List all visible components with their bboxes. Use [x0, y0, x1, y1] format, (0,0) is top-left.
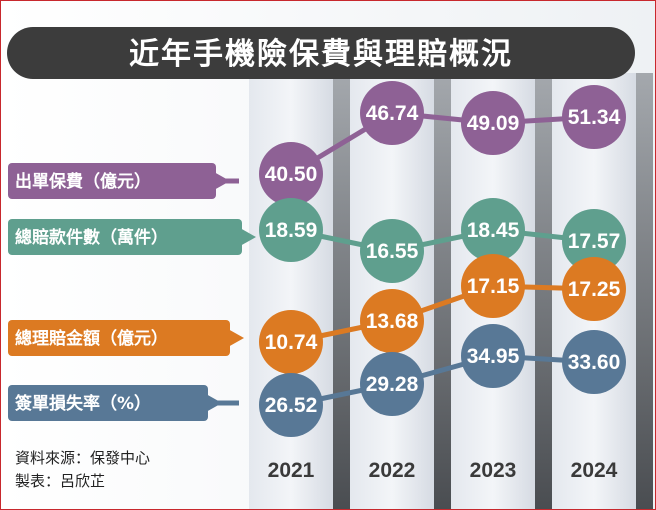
series-labels: 出單保費（億元） 總賠款件數（萬件） 總理賠金額（億元） 簽單損失率（%） — [8, 163, 256, 421]
series-label-arrow-icon — [240, 228, 256, 246]
series-name: 總理賠金額（億元） — [15, 328, 168, 349]
data-label: 13.68 — [366, 310, 419, 333]
data-label: 26.52 — [265, 394, 318, 417]
series-label-claims_amount: 總理賠金額（億元） — [8, 320, 244, 356]
column-divider — [333, 73, 350, 509]
data-marker — [259, 142, 323, 206]
year-column-2021 — [249, 73, 333, 509]
data-label: 17.25 — [568, 278, 621, 301]
data-label: 17.15 — [467, 275, 520, 298]
year-label: 2022 — [369, 459, 416, 482]
data-marker — [461, 91, 525, 155]
series-label-arrow-icon — [206, 394, 222, 412]
data-label: 49.09 — [467, 112, 520, 135]
data-point-loss_ratio-2021: 26.52 — [259, 373, 323, 437]
data-point-premium-2022: 46.74 — [360, 81, 424, 145]
data-label: 51.34 — [568, 106, 621, 129]
data-point-claims_count-2021: 18.59 — [259, 198, 323, 262]
data-label: 16.55 — [366, 240, 419, 263]
data-marker — [461, 198, 525, 262]
series-line-claims_amount — [290, 283, 595, 345]
title-bar: 近年手機險保費與理賠概況 — [7, 27, 635, 79]
series-label-arrow-icon — [214, 172, 230, 190]
data-point-claims_amount-2023: 17.15 — [461, 254, 525, 318]
title-background — [7, 27, 635, 79]
data-marker — [360, 352, 424, 416]
year-label: 2023 — [470, 459, 517, 482]
series-name: 簽單損失率（%） — [15, 393, 151, 414]
data-marker — [259, 373, 323, 437]
series-label-box — [8, 320, 230, 356]
data-marker — [562, 85, 626, 149]
data-point-loss_ratio-2023: 34.95 — [461, 324, 525, 388]
series-lines — [289, 110, 595, 408]
series-name: 總賠款件數（萬件） — [15, 227, 168, 248]
data-label: 34.95 — [467, 345, 520, 368]
year-label: 2024 — [571, 459, 618, 482]
data-label: 17.57 — [568, 230, 621, 253]
data-point-claims_amount-2021: 10.74 — [259, 310, 323, 374]
year-label: 2021 — [268, 459, 315, 482]
series-label-premium: 出單保費（億元） — [8, 163, 239, 199]
chart-title: 近年手機險保費與理賠概況 — [129, 37, 513, 72]
data-marker — [360, 81, 424, 145]
series-name: 出單保費（億元） — [15, 171, 151, 192]
series-label-arrow-icon — [228, 329, 244, 347]
data-point-premium-2023: 49.09 — [461, 91, 525, 155]
column-divider — [434, 73, 451, 509]
data-label: 10.74 — [265, 331, 318, 354]
series-label-box — [8, 163, 216, 199]
data-point-claims_amount-2022: 13.68 — [360, 289, 424, 353]
data-point-claims_amount-2024: 17.25 — [562, 257, 626, 321]
column-divider — [535, 73, 552, 509]
series-label-loss_ratio: 簽單損失率（%） — [8, 385, 239, 421]
data-marker — [562, 209, 626, 273]
data-label: 18.59 — [265, 219, 318, 242]
data-label: 40.50 — [265, 163, 318, 186]
series-line-claims_count — [290, 227, 595, 254]
series-label-box — [8, 385, 208, 421]
data-point-loss_ratio-2024: 33.60 — [562, 330, 626, 394]
data-label: 29.28 — [366, 373, 419, 396]
data-marker — [461, 254, 525, 318]
series-label-box — [8, 219, 242, 255]
data-marker — [360, 219, 424, 283]
data-label: 18.45 — [467, 219, 520, 242]
data-label: 46.74 — [366, 102, 419, 125]
series-line-premium — [289, 110, 595, 177]
source-note: 資料來源：保發中心 — [15, 449, 150, 467]
data-label: 33.60 — [568, 351, 621, 374]
data-marker — [360, 289, 424, 353]
data-marker — [562, 257, 626, 321]
series-line-loss_ratio — [290, 353, 595, 408]
data-point-claims_count-2024: 17.57 — [562, 209, 626, 273]
data-marker — [562, 330, 626, 394]
data-marker — [461, 324, 525, 388]
series-label-claims_count: 總賠款件數（萬件） — [8, 219, 256, 255]
data-point-premium-2024: 51.34 — [562, 85, 626, 149]
maker-note: 製表：呂欣芷 — [15, 472, 105, 490]
data-point-claims_count-2022: 16.55 — [360, 219, 424, 283]
data-marker — [259, 198, 323, 262]
data-point-premium-2021: 40.50 — [259, 142, 323, 206]
data-point-loss_ratio-2022: 29.28 — [360, 352, 424, 416]
column-divider — [636, 73, 653, 509]
data-point-claims_count-2023: 18.45 — [461, 198, 525, 262]
data-markers: 40.50 46.74 49.09 51.34 18.59 16.55 18.45 17.57… — [259, 81, 626, 437]
data-marker — [259, 310, 323, 374]
